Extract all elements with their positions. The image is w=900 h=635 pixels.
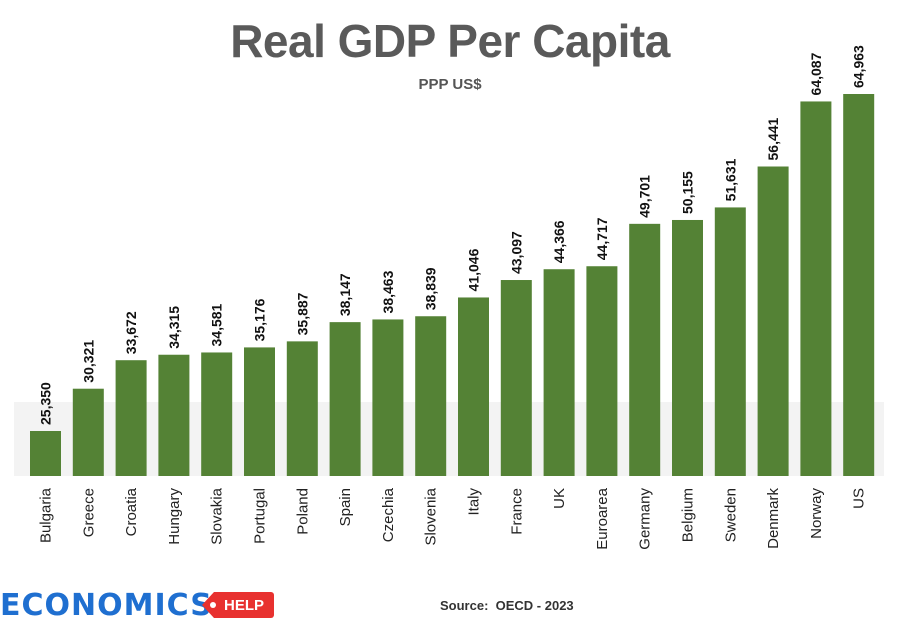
bar-poland <box>286 341 318 476</box>
bar-portugal <box>244 347 275 476</box>
value-label: 35,176 <box>252 298 268 341</box>
bar-euroarea <box>586 266 618 476</box>
value-label: 38,839 <box>423 267 439 310</box>
category-label: Euroarea <box>594 487 611 549</box>
value-label: 34,315 <box>166 306 182 349</box>
category-label: Norway <box>808 488 825 539</box>
source-note: Source: OECD - 2023 <box>440 598 574 613</box>
bar-belgium <box>672 219 703 476</box>
value-label: 51,631 <box>722 158 738 201</box>
value-label: 44,717 <box>594 217 610 260</box>
value-label: 38,463 <box>380 270 396 313</box>
category-label: Portugal <box>252 488 269 544</box>
category-label: Croatia <box>123 487 140 536</box>
bar-france <box>500 280 532 476</box>
bar-italy <box>458 297 489 476</box>
logo-tag: HELP <box>202 592 274 618</box>
category-label: Germany <box>637 488 654 550</box>
value-label: 33,672 <box>123 311 139 354</box>
category-label: Greece <box>80 488 97 537</box>
category-label: UK <box>551 488 568 509</box>
value-label: 43,097 <box>508 231 524 274</box>
category-label: Denmark <box>765 488 782 549</box>
bar-sweden <box>714 207 746 476</box>
value-label: 56,441 <box>765 117 781 160</box>
category-label: Bulgaria <box>38 487 55 543</box>
chart-title: Real GDP Per Capita <box>230 15 670 67</box>
bar-slovakia <box>201 352 233 476</box>
bar-us <box>843 94 875 476</box>
bar-greece <box>72 388 104 476</box>
value-label: 49,701 <box>637 175 653 218</box>
bar-germany <box>629 223 661 476</box>
category-label: France <box>508 488 525 535</box>
bar-bulgaria <box>30 431 61 476</box>
bar-spain <box>329 322 361 476</box>
category-label: Spain <box>337 488 354 526</box>
value-label: 44,366 <box>551 220 567 263</box>
category-label: Italy <box>466 488 483 516</box>
category-label: Belgium <box>680 488 697 542</box>
value-label: 64,087 <box>808 52 824 95</box>
value-label: 30,321 <box>80 340 96 383</box>
value-label: 64,963 <box>851 45 867 88</box>
category-label: Hungary <box>166 488 183 545</box>
logo-tag-hole <box>210 602 216 608</box>
logo-tag-text: HELP <box>224 597 265 614</box>
category-label: Czechia <box>380 487 397 542</box>
category-label: US <box>851 488 868 509</box>
value-label: 50,155 <box>680 171 696 214</box>
category-label: Poland <box>294 488 311 535</box>
chart-subtitle: PPP US$ <box>418 76 482 93</box>
bar-hungary <box>158 354 190 476</box>
bar-croatia <box>115 360 147 476</box>
bar-slovenia <box>415 316 447 476</box>
value-label: 35,887 <box>294 292 310 335</box>
bar-norway <box>800 101 832 477</box>
value-label: 38,147 <box>337 273 353 316</box>
category-label: Slovakia <box>209 487 226 544</box>
value-label: 25,350 <box>38 382 54 425</box>
bar-denmark <box>757 166 789 477</box>
logo-wordmark: ECONOMICS <box>0 588 213 623</box>
category-label: Slovenia <box>423 487 440 545</box>
value-label: 41,046 <box>466 248 482 291</box>
bar-czechia <box>372 319 404 476</box>
value-label: 34,581 <box>209 303 225 346</box>
category-label: Sweden <box>722 488 739 542</box>
economics-help-logo[interactable]: ECONOMICS HELP <box>0 586 290 624</box>
bar-uk <box>543 269 575 476</box>
